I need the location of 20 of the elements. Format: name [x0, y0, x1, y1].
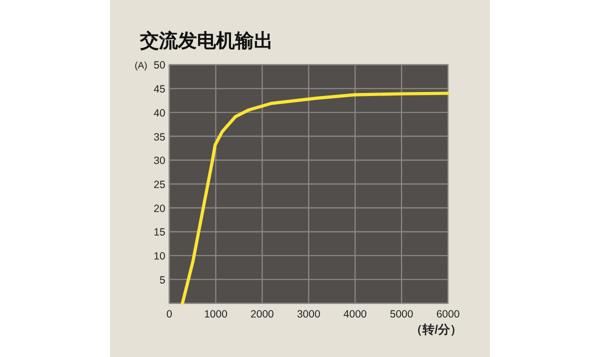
x-axis-title: （转/分） [410, 322, 462, 336]
x-tick-label: 3000 [296, 308, 320, 320]
title: 交流发电机输出 [140, 31, 273, 52]
y-tick-label: 40 [154, 107, 166, 120]
x-tick-label: 4000 [343, 308, 367, 320]
y-tick-label: 25 [154, 179, 166, 191]
x-tick-label: 6000 [436, 308, 460, 320]
x-tick-label: 2000 [250, 308, 274, 320]
y-tick-label: 30 [154, 155, 166, 168]
y-tick-label: 10 [154, 250, 166, 263]
y-tick-label: 45 [154, 84, 166, 96]
x-tick-label: 1000 [204, 308, 228, 320]
x-tick-label: 0 [166, 308, 172, 320]
y-tick-label: 50 [154, 60, 166, 72]
y-tick-label: 15 [154, 226, 166, 239]
x-tick-label: 5000 [390, 308, 414, 320]
y-axis-title: (A) [134, 60, 148, 72]
y-tick-label: 5 [159, 274, 166, 286]
y-tick-label: 20 [154, 202, 166, 215]
y-tick-label: 35 [154, 131, 166, 144]
